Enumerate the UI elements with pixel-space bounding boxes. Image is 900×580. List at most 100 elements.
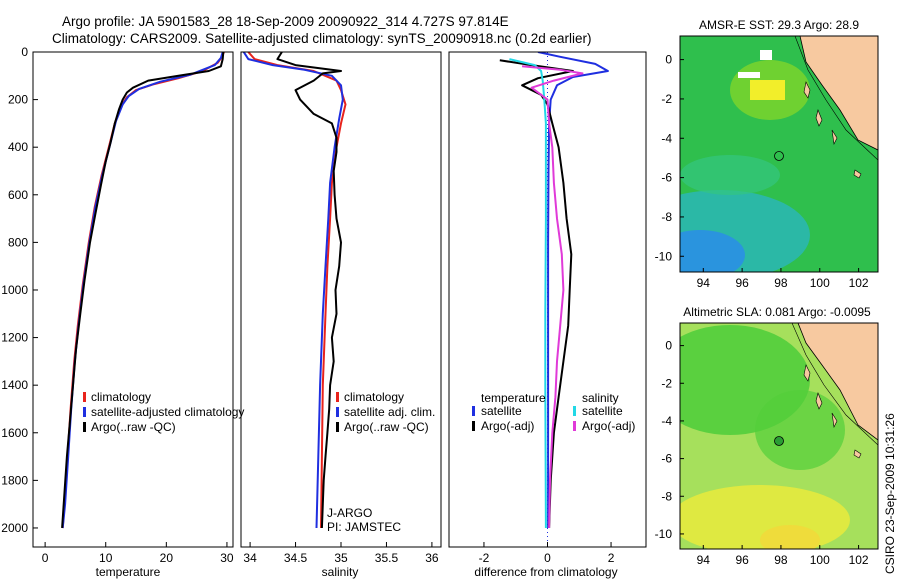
figure-title-line2: Climatology: CARS2009. Satellite-adjuste…: [52, 31, 592, 46]
sst-hot-patch: [750, 80, 785, 100]
legend-label: satellite adj. clim.: [344, 405, 435, 419]
map-x-tick-label: 94: [697, 276, 711, 290]
series-line-temp-satellite: [537, 52, 609, 528]
map-x-tick-label: 98: [774, 553, 788, 567]
map-x-tick-label: 100: [810, 276, 830, 290]
legend-temp-sat-label: satellite: [481, 404, 522, 418]
map-x-tick-label: 102: [849, 553, 869, 567]
sst-map-title: AMSR-E SST: 29.3 Argo: 28.9: [699, 18, 859, 32]
sla-shelf-contour: [791, 323, 878, 446]
map-y-tick-label: -2: [661, 92, 672, 106]
legend-label: climatology: [91, 390, 151, 404]
legend-swatch: [336, 392, 339, 402]
y-tick-label: 1400: [1, 378, 28, 392]
sla-map-panel: Altimetric SLA: 0.081 Argo: -0.0095 94 96…: [655, 305, 879, 567]
salinity-panel: 34 34.5 35 35.5 36 salinity climatologysatel…: [240, 51, 442, 579]
sst-argo-marker: [774, 151, 784, 161]
legend-swatch: [83, 407, 86, 417]
x-tick-label: 10: [99, 551, 113, 565]
x-tick-label: 30: [220, 551, 234, 565]
map-x-tick-label: 96: [735, 276, 749, 290]
sla-map-frame: [679, 322, 879, 550]
sst-transition-region: [680, 155, 780, 195]
map-y-tick-label: -2: [661, 376, 672, 390]
side-timestamp-label: CSIRO 23-Sep-2009 10:31:26: [883, 413, 897, 574]
legend-temp-argo-swatch: [472, 421, 475, 431]
legend-label: Argo(..raw -QC): [344, 420, 429, 434]
figure-title-line1: Argo profile: JA 5901583_28 18-Sep-2009 …: [62, 14, 509, 29]
x-tick-label: 0: [42, 551, 49, 565]
x-tick-label: 35.5: [375, 551, 399, 565]
legend-swatch: [83, 422, 86, 432]
salinity-xlabel: salinity: [322, 565, 359, 579]
y-tick-label: 1800: [1, 473, 28, 487]
sla-high-region: [680, 485, 850, 549]
map-y-tick-label: -6: [661, 452, 672, 466]
annotation-j-argo: J-ARGO: [327, 506, 372, 520]
x-tick-label: 20: [160, 551, 174, 565]
map-x-tick-label: 102: [849, 276, 869, 290]
legend-sal-argo-swatch: [573, 421, 576, 431]
x-tick-label: 2: [608, 551, 615, 565]
map-y-tick-label: 0: [665, 339, 672, 353]
map-y-tick-label: -4: [661, 131, 672, 145]
legend-temp-sat-swatch: [472, 406, 475, 416]
y-tick-label: 800: [8, 235, 28, 249]
map-y-tick-label: 0: [665, 53, 672, 67]
map-y-tick-label: -10: [655, 527, 673, 541]
temperature-panel: 0 10 20 30 0 200 400 600 800 1000 1200 1400 1600 180…: [1, 45, 244, 579]
sla-land: [797, 323, 878, 441]
map-x-tick-label: 96: [735, 553, 749, 567]
legend-sal-sat-label: satellite: [582, 404, 623, 418]
series-line-sal-satellite: [509, 58, 547, 529]
x-tick-label: -2: [479, 551, 490, 565]
sst-land: [799, 36, 878, 151]
series-line-satellite: [242, 52, 344, 529]
y-tick-label: 2000: [1, 521, 28, 535]
sla-map-title: Altimetric SLA: 0.081 Argo: -0.0095: [683, 305, 871, 319]
legend-label: satellite-adjusted climatology: [91, 405, 244, 419]
y-tick-label: 1000: [1, 283, 28, 297]
series-line-temp-argo: [499, 59, 574, 529]
map-y-tick-label: -4: [661, 414, 672, 428]
sst-islands: [803, 81, 862, 179]
map-x-tick-label: 94: [697, 553, 711, 567]
map-y-tick-label: -6: [661, 171, 672, 185]
sst-map-panel: AMSR-E SST: 29.3 Argo: 28.9 94 96 98 100 102…: [655, 18, 879, 290]
map-x-tick-label: 98: [774, 276, 788, 290]
legend-label: climatology: [344, 390, 404, 404]
legend-label: Argo(..raw -QC): [91, 420, 176, 434]
y-tick-label: 1600: [1, 426, 28, 440]
y-tick-label: 400: [8, 140, 28, 154]
x-tick-label: 0: [544, 551, 551, 565]
y-tick-label: 1200: [1, 331, 28, 345]
difference-xlabel: difference from climatology: [474, 565, 617, 579]
legend-temp-argo-label: Argo(-adj): [481, 419, 534, 433]
series-line-argo: [61, 52, 225, 529]
sla-argo-marker: [774, 436, 784, 446]
sla-islands: [803, 364, 862, 459]
annotation-pi: PI: JAMSTEC: [327, 520, 401, 534]
map-x-tick-label: 100: [810, 553, 830, 567]
series-line-satellite: [61, 52, 224, 529]
legend-salinity-title: salinity: [582, 391, 619, 405]
y-tick-label: 200: [8, 93, 28, 107]
x-tick-label: 34.5: [284, 551, 308, 565]
x-tick-label: 36: [425, 551, 439, 565]
difference-panel: -2 0 2 difference from climatology tempera…: [448, 51, 647, 579]
series-line-argo: [276, 52, 342, 529]
sst-missing-data: [738, 72, 760, 78]
temperature-xlabel: temperature: [96, 565, 161, 579]
x-tick-label: 34: [243, 551, 257, 565]
map-y-tick-label: -8: [661, 489, 672, 503]
sst-missing-data-2: [760, 50, 772, 60]
series-line-sal-argo: [522, 65, 584, 529]
temperature-axes-frame: [32, 51, 234, 548]
y-tick-label: 0: [21, 45, 28, 59]
x-tick-label: 35: [334, 551, 348, 565]
legend-swatch: [336, 407, 339, 417]
map-y-tick-label: -8: [661, 210, 672, 224]
sst-map-frame: [679, 35, 879, 273]
map-y-tick-label: -10: [655, 249, 673, 263]
